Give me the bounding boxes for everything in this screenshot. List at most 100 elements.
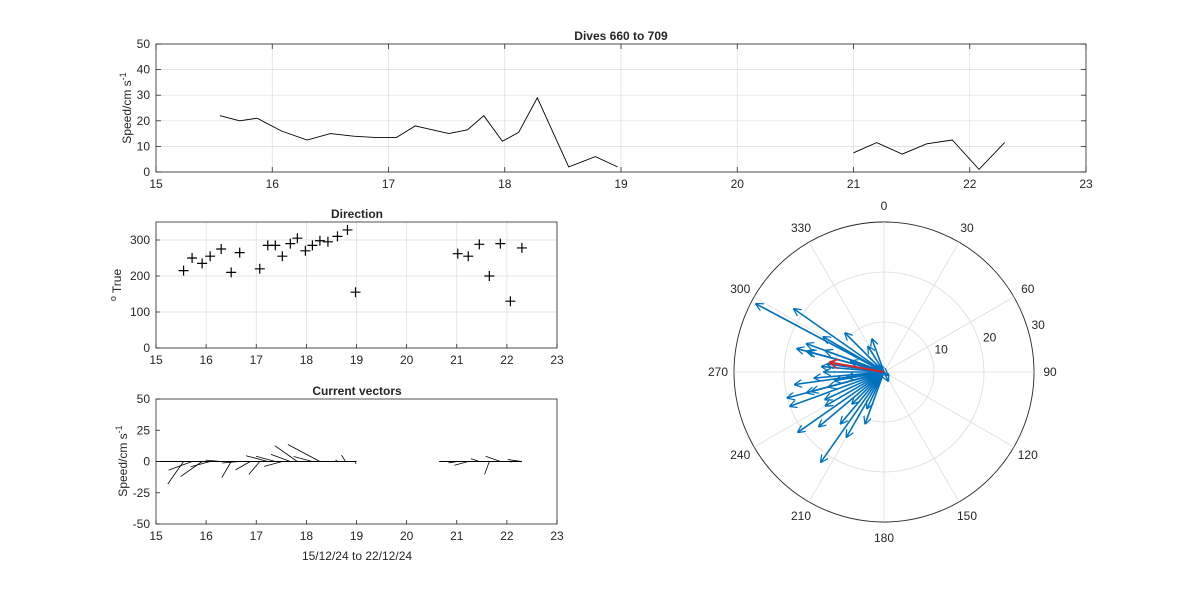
direction-y-tick-label: 100 [130,305,150,319]
speed-y-tick-label: 50 [137,37,151,51]
vector-stick [245,455,268,462]
polar-angle-label: 120 [1018,448,1038,462]
vectors-x-axis: 15 16 17 18 19 20 21 22 23 [149,520,564,543]
vectors-y-tick-label: 25 [137,423,151,437]
vectors-chart-title: Current vectors [312,384,402,398]
speed-y-axis: 0 10 20 30 40 50 [137,37,1086,179]
polar-vectors [756,304,888,462]
polar-vector-arrow [872,339,885,373]
speed-chart-grid [155,43,1087,173]
polar-angle-label: 150 [957,509,977,523]
vectors-x-tick-label: 16 [199,529,213,543]
vector-stick [235,461,251,471]
polar-vector-arrow [847,371,885,437]
polar-vector-arrow [790,371,885,406]
speed-line-segment [219,96,618,168]
direction-x-tick-label: 20 [400,353,414,367]
direction-point [332,231,343,242]
direction-point [300,245,311,256]
polar-vector-arrow [823,337,885,373]
direction-point [516,242,527,253]
vector-stick [180,461,203,477]
polar-vector-arrow [841,371,885,424]
direction-x-tick-label: 21 [450,353,464,367]
vector-stick [341,454,346,462]
direction-point [495,238,506,249]
polar-angle-label: 30 [960,221,974,235]
direction-point [234,247,245,258]
polar-radius-label: 20 [983,330,997,344]
polar-angle-label: 210 [791,509,811,523]
direction-point [463,251,474,262]
vectors-x-tick-label: 18 [300,529,314,543]
speed-x-tick-label: 20 [731,177,745,191]
direction-scatter-chart: Direction 15 16 17 18 19 20 21 22 23 0100200300 … [108,207,564,367]
direction-point [307,240,318,251]
vectors-y-tick-label: 50 [137,392,151,406]
speed-x-tick-label: 15 [149,177,163,191]
vectors-x-tick-label: 22 [500,529,514,543]
polar-vector-arrow [867,371,885,408]
vectors-y-tick-label: -25 [133,486,151,500]
direction-y-axis-label: oTrue [108,269,124,302]
speed-x-tick-label: 22 [963,177,977,191]
vectors-x-tick-label: 21 [450,529,464,543]
polar-spoke [883,296,1015,373]
direction-point [187,253,198,263]
polar-angle-label: 60 [1021,282,1035,296]
polar-vector-arrow [794,309,885,373]
polar-angle-labels: 0 30 60 90 120 150 180 210 240 270 300 330 [708,199,1057,545]
polar-spoke [883,371,960,503]
polar-vector-arrow [826,371,885,406]
direction-point [216,244,227,254]
direction-y-tick-label: 0 [143,341,150,355]
direction-y-tick-label: 300 [130,233,150,247]
polar-vector-arrow [787,371,885,398]
speed-y-tick-label: 40 [137,63,151,77]
vector-stick [484,461,490,475]
polar-angle-label: 300 [730,282,750,296]
vectors-y-tick-label: -50 [133,517,151,531]
direction-chart-grid [155,222,558,349]
direction-point [474,239,485,250]
polar-spoke [883,371,1015,448]
speed-y-tick-label: 20 [137,114,151,128]
speed-chart-title: Dives 660 to 709 [574,29,668,43]
vector-stick [270,454,291,462]
vector-sticks [156,444,522,485]
polar-radius-label: 30 [1031,318,1045,332]
vector-stick [167,461,184,485]
direction-x-tick-label: 15 [149,353,163,367]
vector-stick [507,459,522,462]
vector-stick [221,461,232,478]
direction-point [254,263,265,274]
vector-stick [293,456,313,462]
vector-stick [168,461,193,471]
vectors-x-tick-label: 20 [400,529,414,543]
direction-point [270,240,281,251]
vectors-y-axis-label: Speed/cm s-1 [114,425,130,496]
direction-point [452,248,463,259]
vector-stick [454,461,469,466]
speed-y-axis-label: Speed/cm s-1 [118,72,134,143]
speed-x-tick-label: 19 [614,177,628,191]
direction-point [505,296,516,307]
direction-point [277,251,288,262]
polar-mean-vector-arrow [830,362,885,373]
vector-stick [287,444,321,462]
vector-stick [205,459,222,462]
speed-x-tick-label: 17 [382,177,396,191]
direction-point [350,287,361,298]
direction-x-tick-label: 18 [300,353,314,367]
direction-point [197,258,208,269]
current-vectors-chart: Current vectors 15 16 17 18 19 20 21 22 23 -50 -2… [114,384,564,563]
vector-stick [354,461,357,464]
vectors-y-axis: -50 -25 0 25 50 [133,392,160,531]
polar-angle-label: 270 [708,365,728,379]
speed-x-tick-label: 16 [266,177,280,191]
direction-x-tick-label: 16 [199,353,213,367]
direction-points [178,224,527,307]
direction-x-tick-label: 22 [500,353,514,367]
polar-vector-arrow [795,371,885,385]
vectors-x-tick-label: 23 [550,529,564,543]
